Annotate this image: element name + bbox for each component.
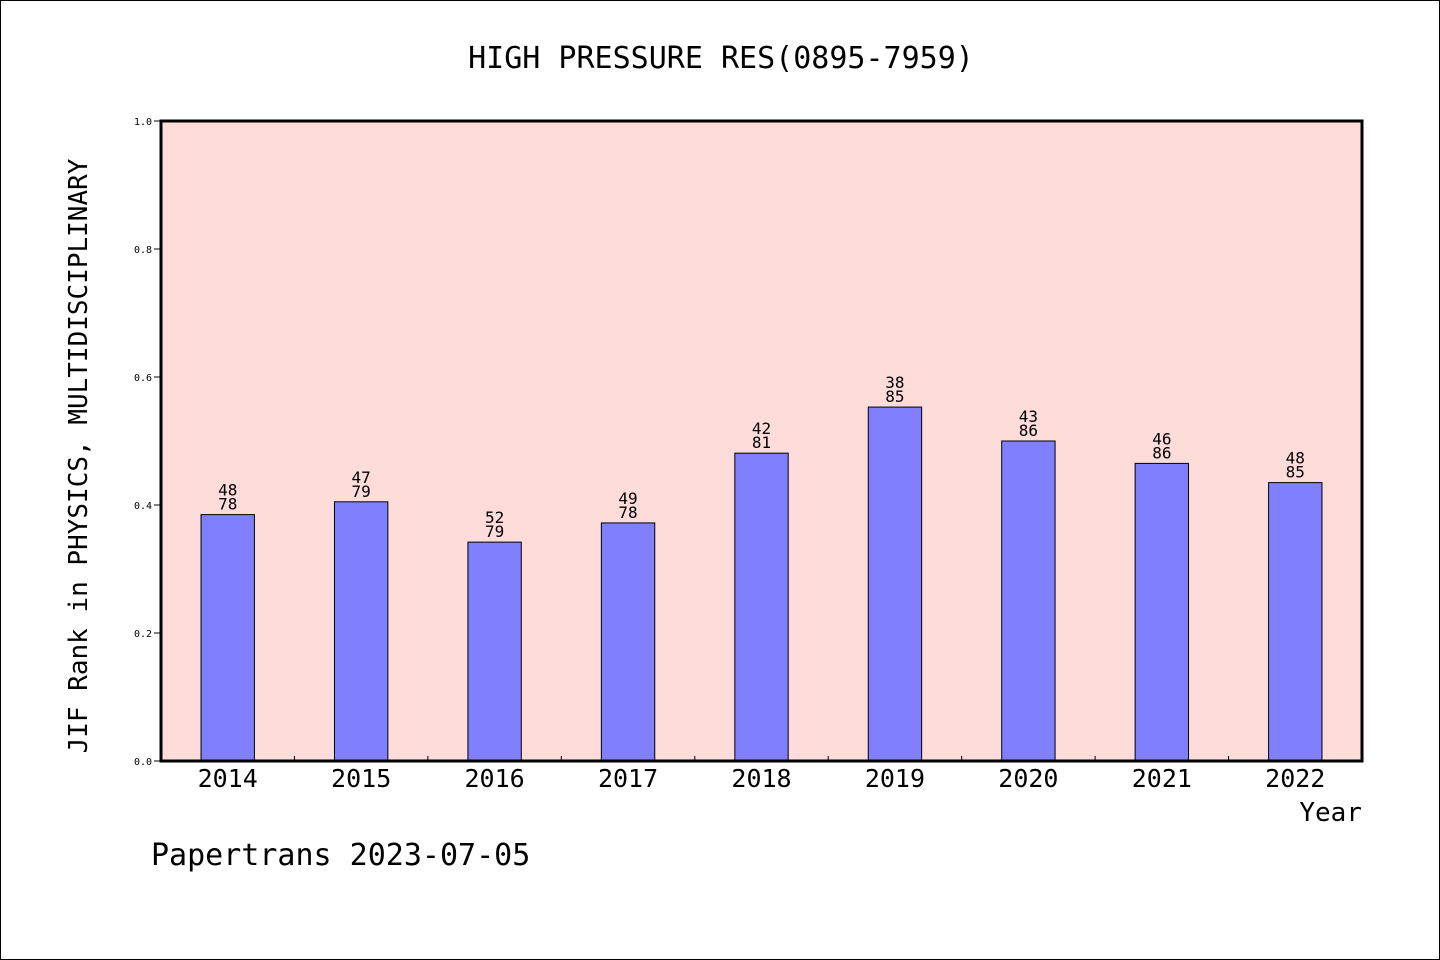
bar [333, 501, 389, 762]
y-tick-label: 1.0 [134, 117, 152, 128]
bar-label-total: 78 [218, 495, 237, 514]
bar-label-rank: 47 [352, 468, 371, 487]
bar-label-total: 79 [352, 482, 371, 501]
plot-border [159, 119, 1364, 763]
bar-label-rank: 46 [1152, 429, 1171, 448]
bar-label-total: 81 [752, 433, 771, 452]
bar-label-rank: 52 [485, 508, 504, 527]
bar [1001, 440, 1056, 762]
y-axis-label: JIF Rank in PHYSICS, MULTIDISCIPLINARY [64, 158, 94, 753]
x-tick-label: 2021 [1132, 764, 1192, 793]
bar-label-rank: 38 [885, 373, 904, 392]
bar-label-rank: 48 [218, 481, 237, 500]
x-tick-label: 2018 [731, 764, 791, 793]
bar [1268, 482, 1323, 762]
y-tick-label: 0.8 [134, 245, 152, 256]
y-tick-label: 0.0 [134, 757, 152, 768]
x-tick-label: 2015 [331, 764, 391, 793]
x-tick-label: 2014 [198, 764, 258, 793]
bar-label-total: 78 [618, 503, 637, 522]
y-tick-label: 0.2 [134, 629, 152, 640]
footer-credit: Papertrans 2023-07-05 [151, 838, 530, 873]
bar-label-rank: 42 [752, 419, 771, 438]
bar-label-total: 85 [1286, 463, 1305, 482]
bar-label-rank: 49 [618, 489, 637, 508]
bar-label-total: 86 [1019, 421, 1038, 440]
bar [467, 541, 522, 762]
bar-label-rank: 43 [1019, 407, 1038, 426]
bar [200, 514, 255, 762]
y-tick-label: 0.4 [134, 501, 152, 512]
x-tick-label: 2019 [865, 764, 925, 793]
x-tick-label: 2020 [998, 764, 1058, 793]
bars-group [200, 406, 1323, 762]
bar [734, 452, 789, 762]
bar-label-total: 85 [885, 387, 904, 406]
y-tick-label: 0.6 [134, 373, 152, 384]
bar [1134, 462, 1190, 762]
y-axis-ticks: 0.0 0.2 0.4 0.6 0.8 1.0 [134, 117, 161, 768]
x-tick-label: 2017 [598, 764, 658, 793]
bar [600, 522, 656, 762]
chart-title: HIGH PRESSURE RES(0895-7959) [468, 41, 974, 76]
bar-label-total: 86 [1152, 443, 1171, 462]
x-tick-label: 2016 [465, 764, 525, 793]
bar [867, 406, 923, 762]
x-axis-label: Year [1299, 798, 1362, 828]
x-axis-ticks: 2014 2015 2016 2017 2018 2019 2020 2021 2022 [198, 756, 1325, 793]
bar-label-total: 79 [485, 522, 504, 541]
bar-label-rank: 48 [1286, 449, 1305, 468]
x-tick-label: 2022 [1265, 764, 1325, 793]
